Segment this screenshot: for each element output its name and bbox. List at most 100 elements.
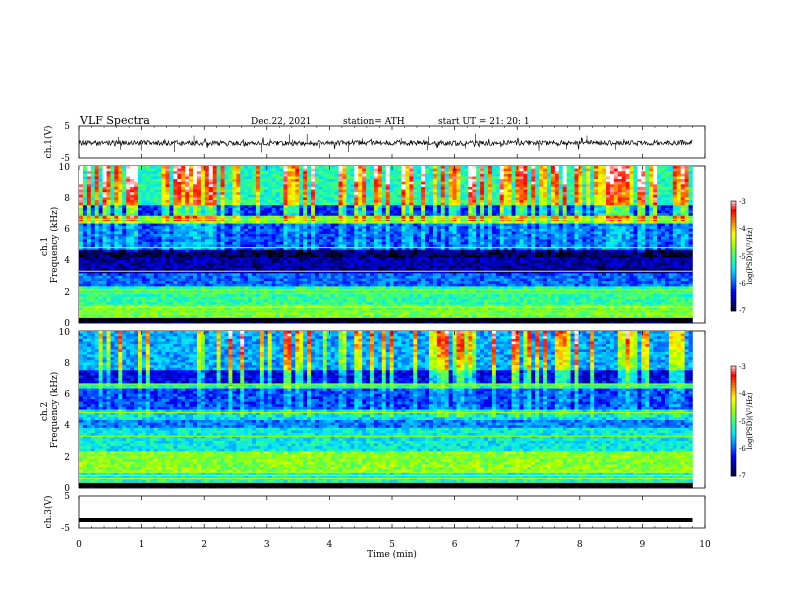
ch1-spectrogram-cell [370, 242, 374, 245]
ch1-spectrogram-cell [637, 197, 641, 200]
ch1-spectrogram-cell [122, 216, 126, 219]
ch1-spectrogram-cell [213, 242, 217, 245]
ch1-spectrogram-cell [311, 171, 315, 174]
ch1-spectrogram-cell [87, 171, 91, 174]
ch1-spectrogram-cell [339, 176, 343, 179]
ch1-spectrogram-cell [311, 169, 315, 172]
ch1-spectrogram-cell [378, 245, 382, 248]
ch1-spectrogram-cell [280, 224, 284, 227]
ch1-spectrogram-cell [335, 192, 339, 195]
ch1-spectrogram-cell [649, 190, 653, 193]
ch1-spectrogram-cell [173, 231, 177, 234]
ch1-spectrogram-cell [169, 174, 173, 177]
ch1-spectrogram-cell [547, 166, 551, 169]
ch1-spectrogram-cell [252, 195, 256, 198]
ch1-spectrogram-cell [378, 224, 382, 227]
ch1-spectrogram-cell [378, 171, 382, 174]
ch1-spectrogram-cell [295, 213, 299, 216]
ch1-spectrogram-cell [91, 190, 95, 193]
ch1-spectrogram-cell [228, 203, 232, 206]
ch1-spectrogram-cell [582, 171, 586, 174]
ch1-spectrogram-cell [268, 166, 272, 169]
ch1-spectrogram-cell [476, 224, 480, 227]
ch1-spectrogram-cell [578, 208, 582, 211]
ch1-spectrogram-cell [559, 182, 563, 185]
ch1-spectrogram-cell [645, 208, 649, 211]
ch1-spectrogram-cell [425, 187, 429, 190]
ch1-spectrogram-cell [401, 195, 405, 198]
ch1-spectrogram-cell [173, 179, 177, 182]
ch1-spectrogram-cell [582, 224, 586, 227]
ch1-spectrogram-cell [657, 224, 661, 227]
ch1-spectrogram-cell [295, 231, 299, 234]
ch1-spectrogram-cell [150, 195, 154, 198]
ch1-spectrogram-cell [582, 182, 586, 185]
ch1-spectrogram-cell [83, 213, 87, 216]
ch1-spectrogram-cell [99, 184, 103, 187]
ch1-spectrogram-cell [83, 221, 87, 224]
ch1-spectrogram-cell [677, 176, 681, 179]
ch1-spectrogram-cell [578, 187, 582, 190]
ch1-spectrogram-cell [142, 192, 146, 195]
ch1-spectrogram-cell [575, 184, 579, 187]
ch1-spectrogram-cell [685, 213, 689, 216]
ch1-spectrogram-cell [350, 203, 354, 206]
figure-header: VLF Spectra Dec.22, 2021 station= ATH st… [79, 114, 530, 127]
ch1-spectrogram-cell [114, 245, 118, 248]
ch1-spectrogram-cell [519, 229, 523, 232]
ch1-spectrogram-cell [649, 226, 653, 229]
ch1-spectrogram-cell [598, 176, 602, 179]
ch1-spectrogram-cell [362, 245, 366, 248]
ch1-spectrogram-cell [291, 221, 295, 224]
ch1-spectrogram-cell [283, 184, 287, 187]
ch1-spectrogram-cell [551, 210, 555, 213]
ch1-spectrogram-cell [256, 221, 260, 224]
ch1-spectrogram-cell [189, 224, 193, 227]
ch1-spectrogram-cell [464, 245, 468, 248]
ch1-spectrogram-cell [637, 210, 641, 213]
ch1-spectrogram-cell [571, 245, 575, 248]
ch1-spectrogram-cell [154, 192, 158, 195]
ch1-spectrogram-cell [590, 176, 594, 179]
ch1-spectrogram-cell [181, 184, 185, 187]
ch1-spectrogram-cell [405, 184, 409, 187]
ch1-spectrogram-cell [578, 221, 582, 224]
ch1-spectrogram-cell [142, 231, 146, 234]
ch1-spectrogram-cell [205, 190, 209, 193]
ch1-spectrogram-cell [614, 192, 618, 195]
ch1-spectrogram-cell [114, 190, 118, 193]
ch1-spectrogram-cell [433, 224, 437, 227]
ch1-spectrogram-cell [578, 190, 582, 193]
ch1-spectrogram-cell [594, 231, 598, 234]
ch1-spectrogram-cell [378, 197, 382, 200]
ch1-spectrogram-cell [630, 242, 634, 245]
ch1-spectrogram-cell [669, 234, 673, 237]
ch1-spectrogram-cell [417, 226, 421, 229]
ch1-spectrogram-cell [189, 187, 193, 190]
ch1-spectrogram-cell [197, 237, 201, 240]
ch1-spectrogram-cell [350, 205, 354, 208]
ch1-spectrogram-cell [606, 245, 610, 248]
ch1-spectrogram-cell [150, 216, 154, 219]
ch1-spectrogram-cell [527, 174, 531, 177]
ch1-spectrogram-cell [645, 174, 649, 177]
ch1-spectrogram-cell [429, 226, 433, 229]
ch1-spectrogram-cell [496, 197, 500, 200]
ch1-spectrogram-cell [543, 216, 547, 219]
ch1-spectrogram-cell [421, 171, 425, 174]
ch1-spectrogram-cell [378, 166, 382, 169]
ch1-spectrogram-cell [118, 221, 122, 224]
ch1-spectrogram-cell [150, 245, 154, 248]
ch1-spectrogram-cell [472, 210, 476, 213]
ch1-spectrogram-cell [575, 169, 579, 172]
ch1-spectrogram-cell [398, 242, 402, 245]
ch1-spectrogram-cell [401, 184, 405, 187]
ch1-spectrogram-cell [197, 197, 201, 200]
ch1-spectrogram-cell [512, 171, 516, 174]
ch1-spectrogram-cell [283, 226, 287, 229]
ch1-spectrogram-cell [457, 229, 461, 232]
ch1-spectrogram-cell [575, 179, 579, 182]
ch1-spectrogram-cell [519, 182, 523, 185]
ch1-spectrogram-cell [641, 182, 645, 185]
ch1-spectrogram-cell [673, 231, 677, 234]
